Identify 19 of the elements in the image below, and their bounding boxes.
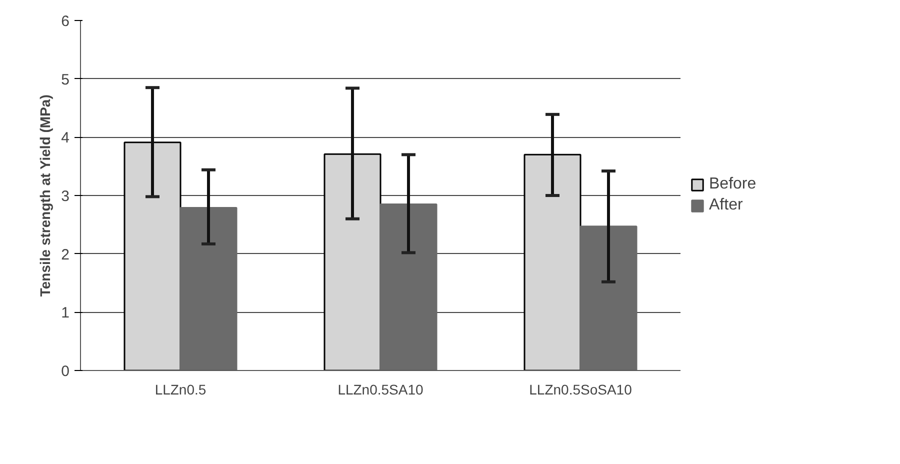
bar	[524, 154, 582, 370]
bar	[124, 142, 182, 370]
y-axis-title: Tensile strength at Yield (MPa)	[37, 94, 54, 297]
y-tick-label: 1	[61, 304, 70, 322]
y-tick-label: 0	[61, 363, 70, 380]
bar	[324, 153, 382, 370]
bar	[180, 207, 238, 370]
y-tick-label: 6	[61, 13, 70, 30]
bar	[580, 226, 638, 370]
legend-label: After	[709, 196, 743, 214]
y-tick-label: 3	[61, 188, 70, 205]
y-tick-label: 5	[61, 71, 70, 88]
x-tick-label: LLZn0.5SoSA10	[529, 382, 632, 398]
x-tick-label: LLZn0.5	[154, 382, 206, 398]
y-tick-label: 2	[61, 246, 70, 264]
x-tick-label: LLZn0.5SA10	[338, 382, 424, 398]
bar	[380, 204, 438, 370]
legend-label: Before	[709, 176, 756, 194]
y-tick-label: 4	[61, 130, 70, 147]
